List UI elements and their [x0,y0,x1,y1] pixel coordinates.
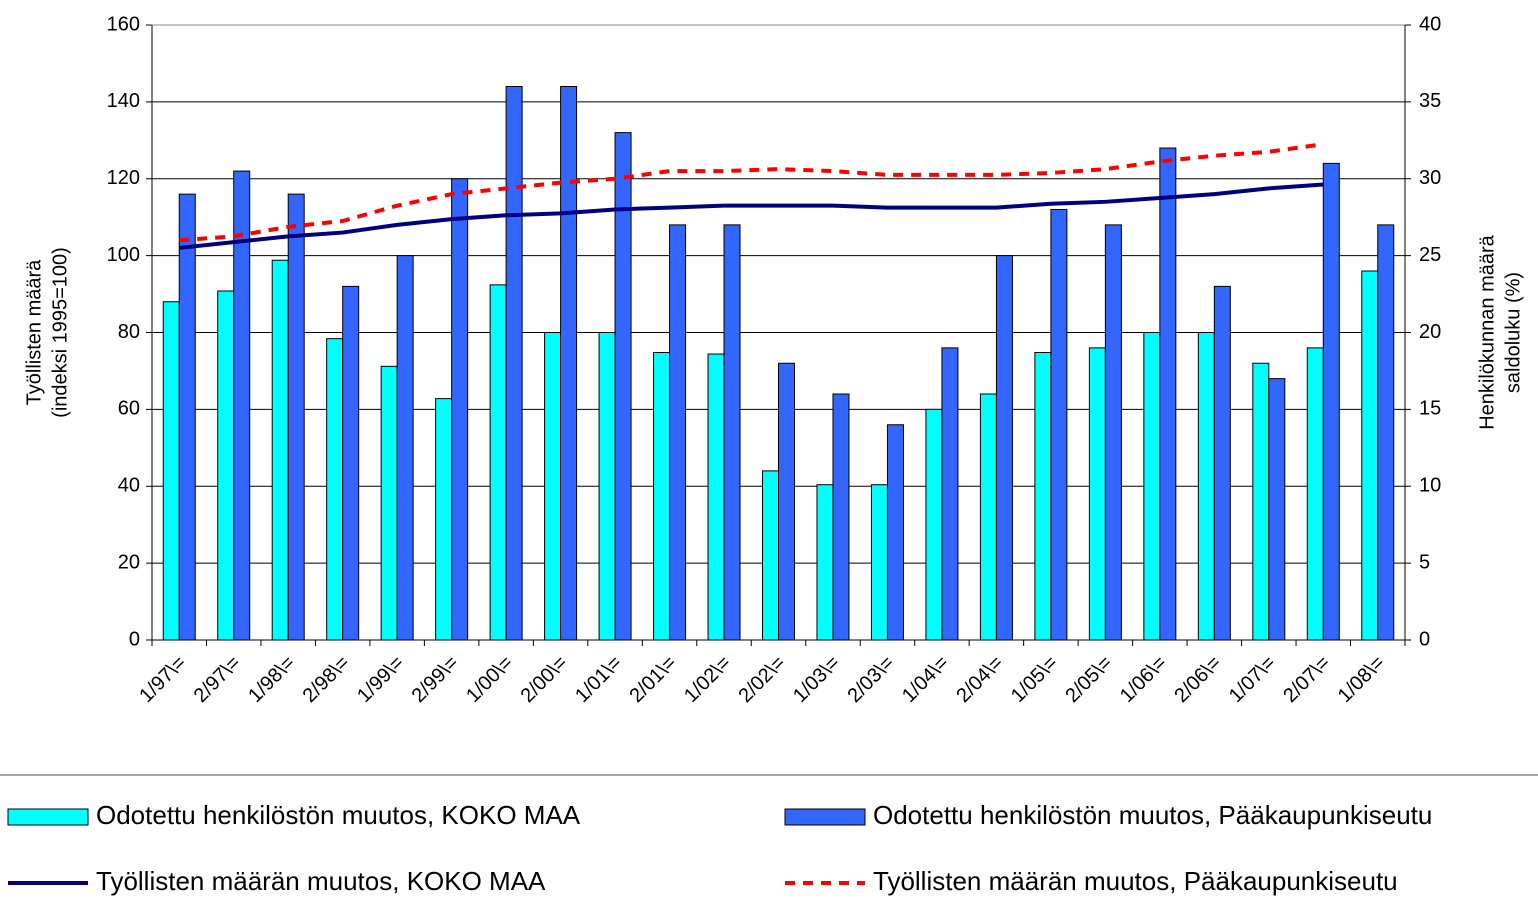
bar [544,332,562,641]
bar [451,178,469,641]
y2-axis-title: Henkilökunnan määrä [1476,234,1498,429]
bar [1268,378,1286,641]
bar [435,398,453,641]
bar [1306,347,1324,641]
bar [178,193,196,641]
y2-tick-label: 40 [1419,13,1441,35]
legend-swatch [7,808,89,826]
y2-tick-label: 10 [1419,475,1441,497]
bar [380,365,398,641]
y-tick-label: 40 [118,475,140,497]
bar [326,338,344,641]
bar [925,408,943,641]
y-tick-label: 100 [107,244,140,266]
y2-axis-title: saldoluku (%) [1502,272,1524,393]
y-tick-label: 60 [118,398,140,420]
bar [886,424,904,641]
legend-label: Työllisten määrän muutos, Pääkaupunkiseu… [873,866,1398,896]
bar [653,351,671,641]
y2-tick-label: 35 [1419,90,1441,112]
y-tick-label: 140 [107,90,140,112]
bar [707,353,725,641]
bar [1213,285,1231,641]
bar [1088,347,1106,641]
legend-label: Odotettu henkilöstön muutos, KOKO MAA [96,800,581,830]
bar [979,393,997,641]
y2-tick-label: 15 [1419,398,1441,420]
y2-tick-label: 25 [1419,244,1441,266]
bar [396,255,414,641]
y2-tick-label: 30 [1419,167,1441,189]
bar [505,86,523,641]
bar [342,285,360,641]
bar [1159,147,1177,641]
y-axis-title: (indeksi 1995=100) [49,247,71,418]
bar [287,193,305,641]
bar [1034,351,1052,641]
y-tick-label: 20 [118,551,140,573]
bar [1377,224,1395,641]
y-axis-title: Työllisten määrä [23,259,45,405]
bar [271,259,289,641]
bar [217,290,235,641]
y2-tick-label: 20 [1419,321,1441,343]
line [179,182,1324,250]
legend-label: Odotettu henkilöstön muutos, Pääkaupunki… [873,800,1432,830]
bar [669,224,687,641]
bar [1361,270,1379,641]
bar [162,301,180,641]
bar [995,255,1013,641]
bar [614,132,632,641]
y2-tick-label: 5 [1419,551,1430,573]
bar [560,86,578,641]
y-tick-label: 80 [118,321,140,343]
bar [1322,162,1340,641]
y-tick-label: 160 [107,13,140,35]
bar [778,362,795,641]
bar [1104,224,1122,641]
legend-swatch [784,808,866,826]
bar [723,224,741,641]
y-tick-label: 120 [107,167,140,189]
y-tick-label: 0 [129,628,140,650]
bar [816,484,834,641]
bar [1252,362,1270,641]
bar [489,284,507,641]
bar [233,170,251,641]
bar [1197,332,1215,641]
bar [762,470,779,641]
y2-tick-label: 0 [1419,628,1430,650]
bar [598,332,616,641]
bar [832,393,850,641]
bar [941,347,959,641]
bar [1143,332,1161,641]
legend-label: Työllisten määrän muutos, KOKO MAA [96,866,546,896]
bar [1050,209,1068,641]
bar [870,484,888,641]
line [179,142,1324,243]
